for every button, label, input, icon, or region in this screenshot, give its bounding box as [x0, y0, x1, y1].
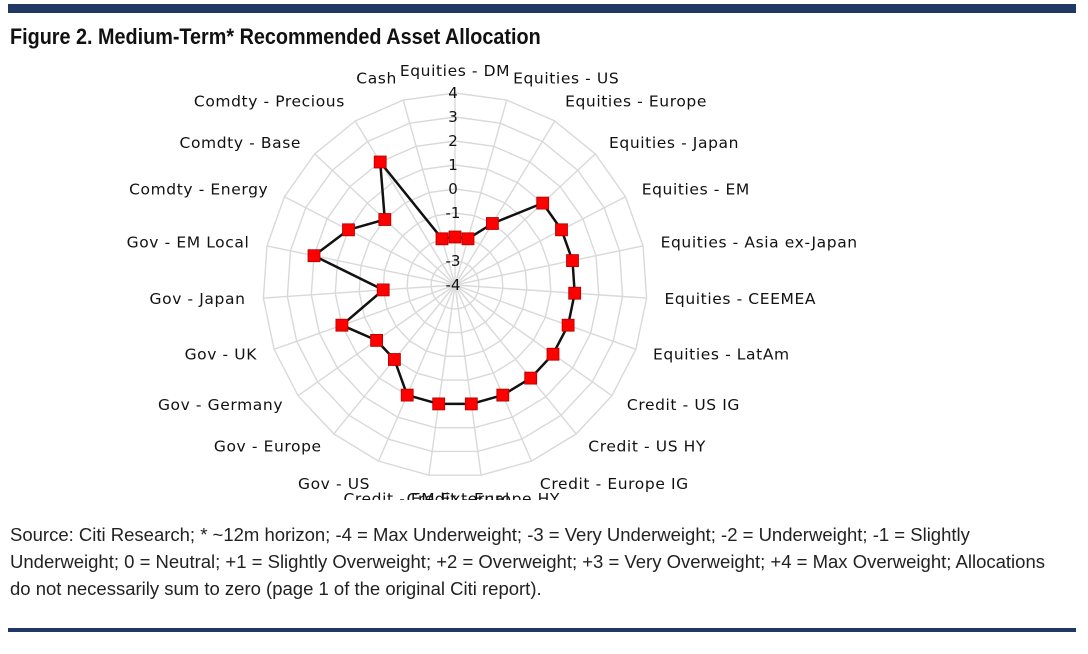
data-point-marker [524, 371, 538, 385]
allocation-series [307, 155, 582, 411]
figure-title: Figure 2. Medium-Term* Recommended Asset… [10, 24, 541, 49]
grid-spoke [454, 284, 647, 299]
data-point-marker [546, 347, 560, 361]
data-point-marker [485, 217, 499, 230]
category-label: Gov - Germany [158, 396, 283, 414]
data-point-marker [387, 353, 401, 366]
radial-tick-label: -1 [446, 204, 461, 222]
data-point-marker [435, 232, 449, 246]
grid-spoke [428, 284, 456, 476]
top-rule [8, 4, 1076, 13]
category-label: Gov - EM Local [127, 234, 250, 252]
data-point-marker [342, 223, 355, 237]
category-label: Credit - US HY [588, 437, 706, 455]
grid-spoke [454, 284, 637, 350]
radial-tick-label: 3 [448, 108, 458, 126]
data-point-marker [536, 196, 550, 210]
radial-tick-label: 2 [448, 132, 458, 150]
category-label: Gov - US [298, 475, 370, 493]
data-point-marker [461, 232, 475, 246]
data-point-marker [561, 318, 575, 332]
grid-spoke [454, 284, 533, 462]
data-point-marker [555, 223, 568, 237]
grid-spoke [273, 284, 456, 350]
category-label: Comdty - Precious [194, 92, 345, 110]
grid-spoke [454, 284, 613, 397]
category-labels: Equities - DM Equities - US Equities - Eur… [127, 62, 858, 500]
data-point-marker [378, 213, 392, 226]
grid-ring [286, 116, 624, 453]
data-point-marker [307, 249, 321, 263]
radial-tick-label: -4 [446, 276, 461, 294]
data-point-marker [335, 318, 349, 332]
grid-ring [382, 212, 528, 357]
grid-spoke [266, 245, 456, 286]
category-label: Equities - LatAm [653, 346, 790, 364]
data-point-marker [568, 286, 582, 300]
grid-spoke [377, 284, 456, 462]
category-label: Equities - Europe [565, 92, 707, 110]
category-label: Comdty - Energy [129, 180, 268, 198]
radial-tick-label: 0 [448, 180, 458, 198]
grid-spoke [454, 245, 644, 286]
grid-ring [430, 260, 480, 310]
data-point-marker [432, 397, 446, 411]
grid-spoke [454, 196, 626, 286]
grid-ring [262, 92, 648, 476]
grid-ring [406, 236, 504, 334]
category-label: Credit - Europe IG [540, 475, 689, 493]
category-label: Equities - CEEMEA [665, 290, 817, 308]
grid-spoke [284, 196, 456, 286]
category-label: Gov - Europe [214, 437, 322, 455]
category-label: Equities - US [513, 70, 619, 88]
grid-spoke [454, 153, 596, 286]
radar-grid [262, 92, 648, 476]
data-point-marker [464, 397, 478, 411]
category-label: Credit - US IG [627, 396, 740, 414]
grid-spoke [354, 120, 456, 286]
data-point-marker [370, 333, 384, 347]
category-label: Cash [356, 70, 397, 88]
category-label: Credit - EM External [343, 490, 509, 500]
data-point-marker [496, 388, 510, 402]
data-point-marker [373, 155, 387, 169]
grid-spoke [454, 99, 508, 286]
radial-tick-label: -3 [446, 252, 461, 270]
grid-ring [310, 140, 600, 429]
category-label: Equities - Asia ex-Japan [661, 234, 858, 252]
data-point-marker [448, 230, 462, 244]
data-point-marker [400, 388, 414, 402]
source-note: Source: Citi Research; * ~12m horizon; -… [10, 524, 1045, 599]
category-label: Gov - Japan [150, 290, 246, 308]
bottom-rule [8, 628, 1076, 632]
category-label: Equities - DM [400, 62, 510, 80]
grid-spoke [263, 284, 456, 299]
category-label: Comdty - Base [180, 134, 301, 152]
radial-tick-label: 1 [448, 156, 458, 174]
grid-spoke [454, 284, 482, 476]
grid-ring [358, 188, 552, 381]
grid-spoke [454, 120, 556, 286]
grid-spoke [454, 284, 577, 435]
data-point-marker [566, 254, 579, 268]
category-label: Equities - EM [642, 180, 750, 198]
category-label: Equities - Japan [609, 134, 739, 152]
radial-tick-label: 4 [448, 84, 458, 102]
category-label: Gov - UK [185, 346, 258, 364]
category-label: Credit - Europe HY [407, 490, 560, 500]
grid-spoke [402, 99, 456, 286]
data-point-marker [376, 283, 390, 297]
